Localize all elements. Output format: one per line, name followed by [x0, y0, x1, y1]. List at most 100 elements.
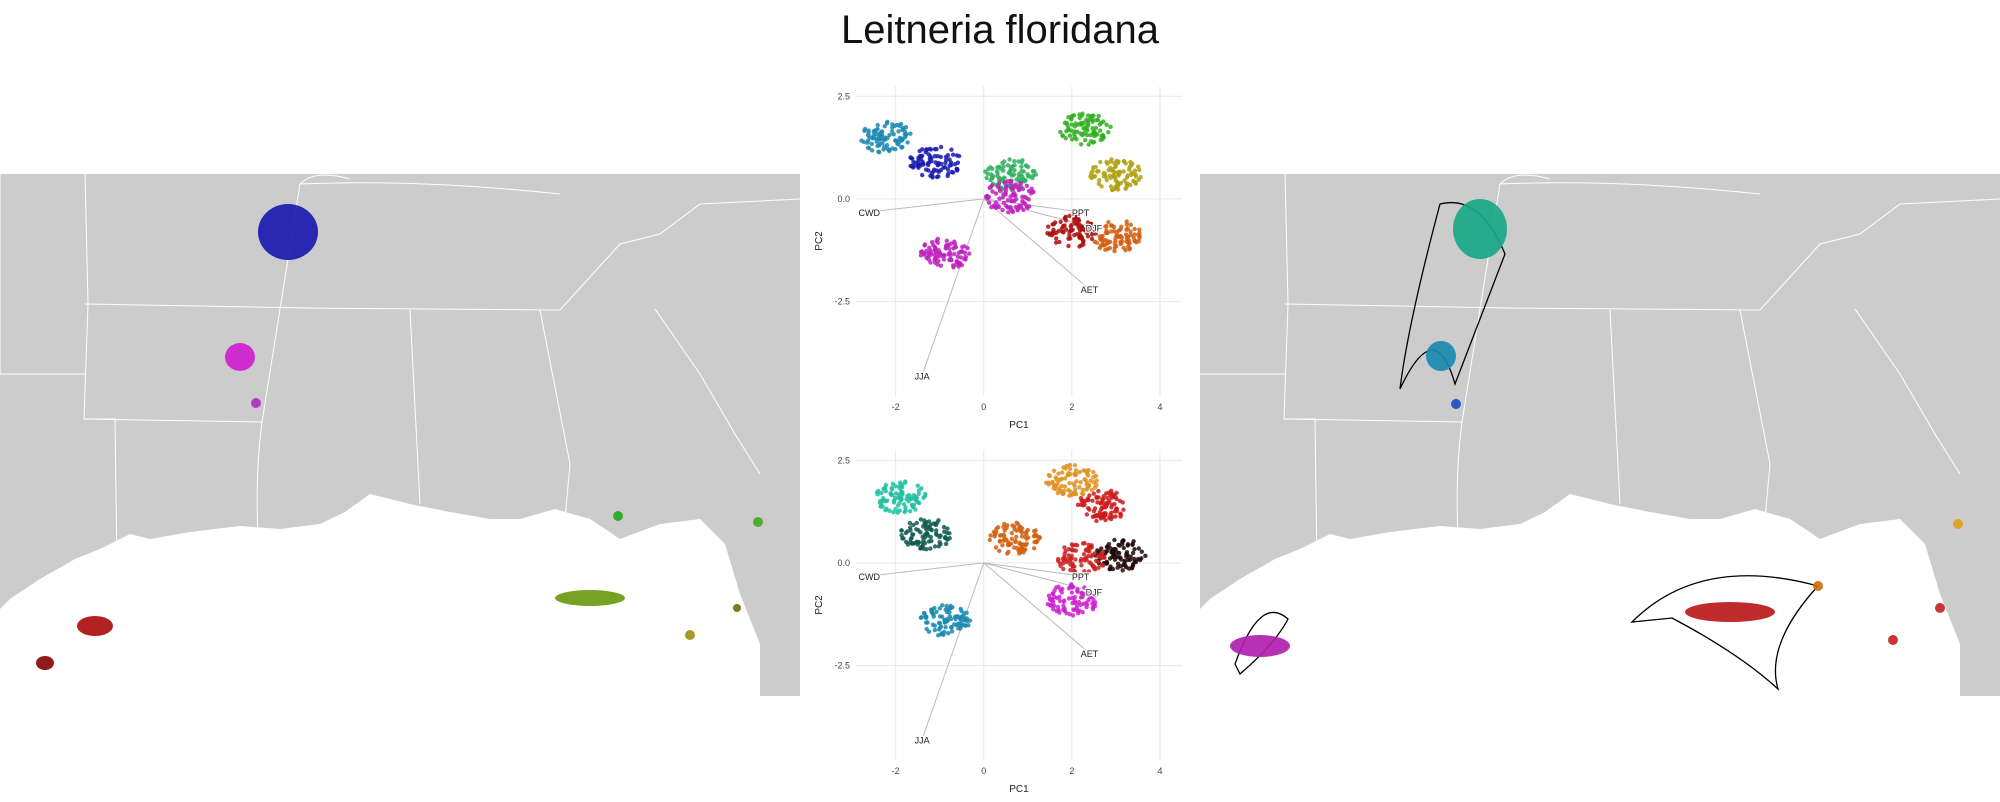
data-point	[1124, 227, 1129, 232]
data-point	[1014, 545, 1020, 551]
data-point	[911, 160, 916, 165]
data-point	[922, 252, 927, 257]
data-point	[1019, 534, 1025, 539]
data-point	[1096, 565, 1101, 570]
data-point	[1082, 569, 1087, 574]
data-point	[866, 133, 871, 138]
data-cluster	[918, 236, 972, 270]
data-point	[1116, 173, 1121, 178]
loading-vector	[921, 562, 985, 740]
data-point	[948, 160, 954, 165]
data-point	[1068, 227, 1074, 232]
data-point	[944, 609, 950, 615]
data-point	[1012, 163, 1017, 168]
data-point	[1067, 558, 1072, 563]
data-point	[1119, 235, 1124, 240]
data-point	[962, 244, 967, 249]
data-point	[1003, 190, 1008, 196]
data-point	[1132, 226, 1137, 232]
data-point	[1086, 224, 1092, 229]
data-point	[1143, 553, 1148, 558]
data-point	[1078, 480, 1083, 485]
data-point	[987, 537, 992, 543]
data-point	[1090, 126, 1095, 131]
data-point	[1103, 491, 1109, 496]
data-point	[1069, 590, 1075, 595]
data-point	[1108, 492, 1113, 498]
data-point	[1079, 557, 1084, 562]
data-point	[1098, 224, 1104, 229]
data-point	[1104, 544, 1110, 550]
data-point	[1094, 495, 1099, 500]
data-point	[1130, 550, 1136, 556]
data-point	[1104, 224, 1109, 229]
data-point	[1005, 198, 1010, 203]
data-point	[997, 164, 1002, 169]
data-point	[918, 517, 924, 522]
data-point	[1097, 510, 1102, 515]
data-point	[905, 542, 911, 547]
occurrence-patch-arkansas-cluster	[225, 343, 255, 371]
data-point	[1099, 562, 1104, 568]
data-point	[924, 626, 929, 632]
data-point	[983, 194, 989, 199]
data-point	[1094, 478, 1099, 483]
data-point	[1109, 229, 1114, 234]
data-point	[1107, 165, 1113, 171]
x-tick-label: -2	[892, 766, 900, 776]
data-point	[1051, 607, 1056, 612]
data-point	[1074, 543, 1080, 548]
data-point	[1002, 521, 1007, 527]
data-point	[1054, 230, 1059, 236]
loading-label: CWD	[858, 572, 880, 582]
data-point	[921, 495, 926, 500]
data-point	[1079, 563, 1084, 568]
data-point	[1081, 492, 1086, 497]
data-point	[954, 153, 960, 158]
data-point	[893, 484, 898, 489]
data-point	[1075, 587, 1080, 592]
data-point	[908, 525, 913, 530]
data-point	[952, 622, 957, 627]
data-point	[1132, 547, 1137, 552]
data-point	[1128, 222, 1133, 227]
data-point	[942, 618, 948, 623]
data-point	[936, 254, 941, 259]
occurrence-patch-missouri-cluster	[258, 204, 318, 260]
data-point	[1112, 242, 1118, 247]
data-point	[1072, 600, 1078, 605]
data-point	[1078, 142, 1084, 147]
data-point	[997, 533, 1003, 538]
data-point	[1055, 482, 1060, 487]
data-point	[1085, 220, 1091, 225]
data-point	[1086, 113, 1091, 118]
data-point	[1102, 242, 1107, 248]
data-point	[885, 146, 890, 152]
data-point	[959, 249, 965, 254]
y-tick-label: -2.5	[834, 297, 850, 307]
data-point	[947, 536, 952, 541]
data-point	[1106, 130, 1111, 135]
occurrence-patch-arkansas-dot	[251, 398, 261, 408]
x-tick-label: 0	[981, 766, 986, 776]
state-borders	[1200, 174, 2000, 570]
occurrence-patch-hull-vertex-2	[1953, 519, 1963, 529]
data-point	[1017, 187, 1022, 192]
data-point	[1067, 233, 1072, 238]
data-point	[1136, 164, 1141, 169]
loading-vector	[983, 562, 1081, 577]
data-point	[1086, 506, 1091, 511]
data-point	[943, 160, 948, 166]
data-point	[1137, 227, 1142, 232]
data-point	[1005, 551, 1010, 556]
data-point	[951, 265, 956, 270]
data-point	[1091, 228, 1097, 234]
data-point	[877, 143, 882, 148]
data-point	[944, 603, 949, 609]
data-point	[924, 547, 929, 552]
data-point	[916, 540, 921, 545]
data-point	[956, 626, 961, 631]
data-cluster	[983, 178, 1036, 215]
data-point	[1109, 157, 1114, 162]
data-cluster	[1091, 219, 1142, 254]
